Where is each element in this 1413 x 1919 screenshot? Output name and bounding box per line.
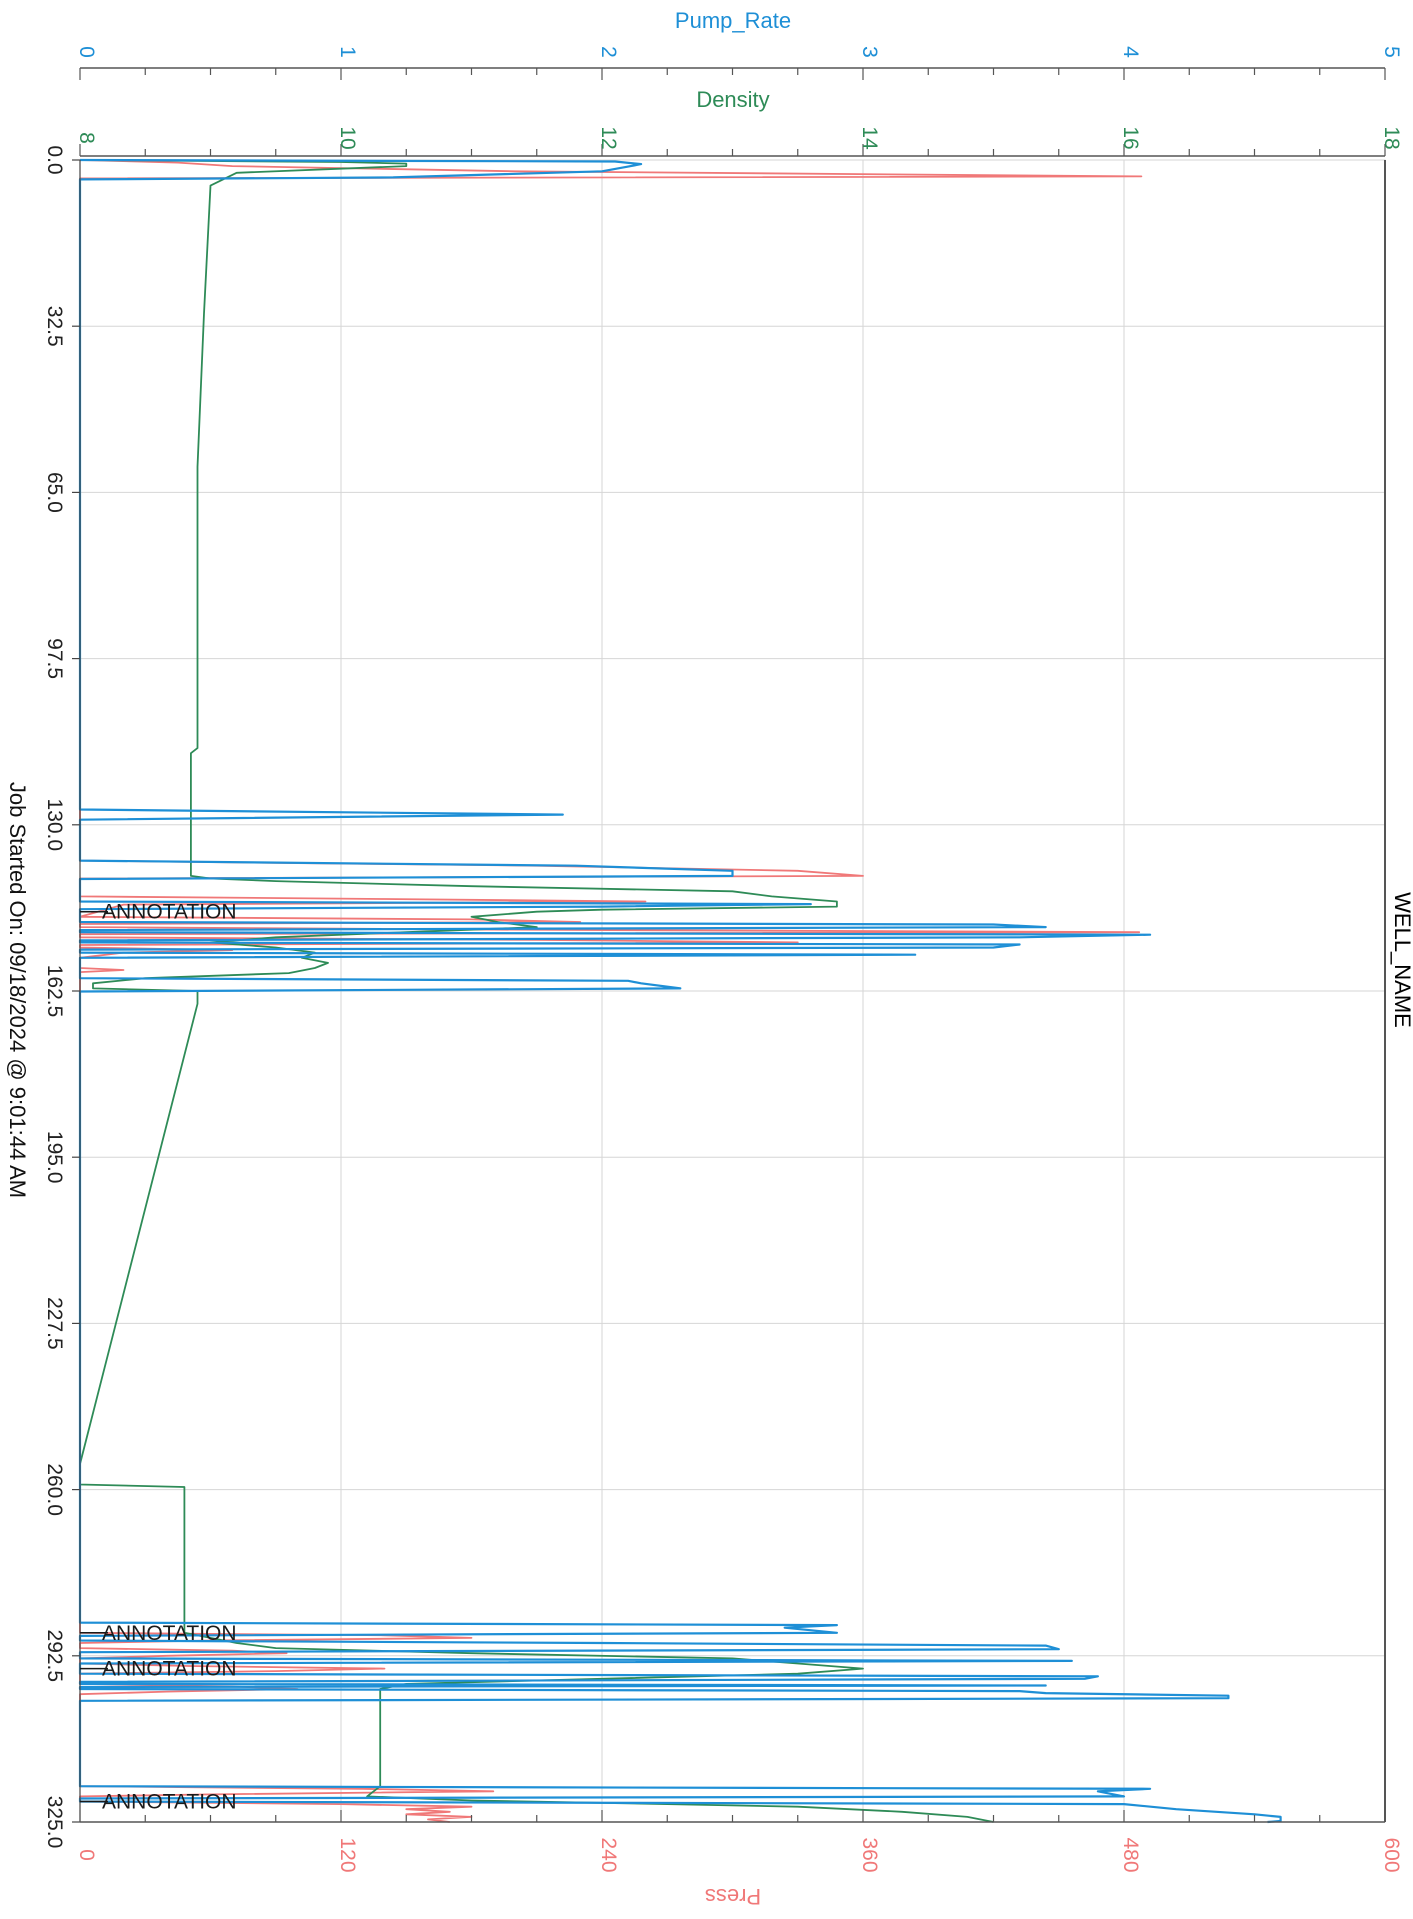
density-axis-title: Density [696, 87, 769, 112]
pump-rate-axis-title: Pump_Rate [675, 8, 791, 33]
density-axis-tick-label: 18 [1380, 126, 1403, 149]
time-tick-label: 325.0 [43, 1796, 66, 1849]
press-axis-title: Press [705, 1884, 761, 1909]
press-axis-tick-label: 120 [336, 1837, 359, 1872]
annotation-label: ANNOTATION [102, 1622, 237, 1645]
well-name-label: WELL_NAME [1390, 892, 1413, 1028]
density-axis-tick-label: 8 [75, 132, 98, 144]
time-tick-label: 0.0 [43, 145, 66, 174]
annotation-label: ANNOTATION [102, 901, 237, 924]
annotation-label: ANNOTATION [102, 1658, 237, 1681]
press-axis-tick-label: 360 [858, 1837, 881, 1872]
time-tick-label: 292.5 [43, 1630, 66, 1683]
pump-rate-axis-tick-label: 4 [1119, 46, 1142, 58]
density-axis-tick-label: 10 [336, 126, 359, 149]
press-axis-tick-label: 480 [1119, 1837, 1142, 1872]
time-tick-label: 195.0 [43, 1131, 66, 1184]
job-started-footer: Job Started On: 09/18/2024 @ 9:01:44 AM [5, 782, 30, 1198]
time-tick-label: 260.0 [43, 1463, 66, 1516]
time-tick-label: 97.5 [43, 638, 66, 679]
chart-axes: 0.0 32.5 65.0 97.5 130.0 162.5 195.0 227.5 260.0… [43, 46, 1403, 1872]
density-axis-tick-label: 16 [1119, 126, 1142, 149]
pump-rate-axis-tick-label: 3 [858, 46, 881, 58]
pump-rate-axis-tick-label: 0 [75, 46, 98, 58]
pump-rate-axis-tick-label: 5 [1380, 46, 1403, 58]
time-tick-label: 130.0 [43, 799, 66, 852]
time-tick-label: 32.5 [43, 306, 66, 347]
chart-annotations: ANNOTATION ANNOTATION ANNOTATION ANNOTATION [80, 901, 237, 1814]
pump-rate-axis-tick-label: 2 [597, 46, 620, 58]
density-axis-tick-label: 14 [858, 126, 881, 150]
time-tick-label: 65.0 [43, 472, 66, 513]
press-axis-tick-label: 0 [75, 1849, 98, 1861]
density-axis-tick-label: 12 [597, 126, 620, 149]
pump-rate-axis-tick-label: 1 [336, 46, 359, 58]
press-axis-tick-label: 240 [597, 1837, 620, 1872]
time-tick-label: 162.5 [43, 965, 66, 1018]
time-tick-label: 227.5 [43, 1297, 66, 1350]
press-axis-tick-label: 600 [1380, 1837, 1403, 1872]
annotation-label: ANNOTATION [102, 1791, 237, 1814]
